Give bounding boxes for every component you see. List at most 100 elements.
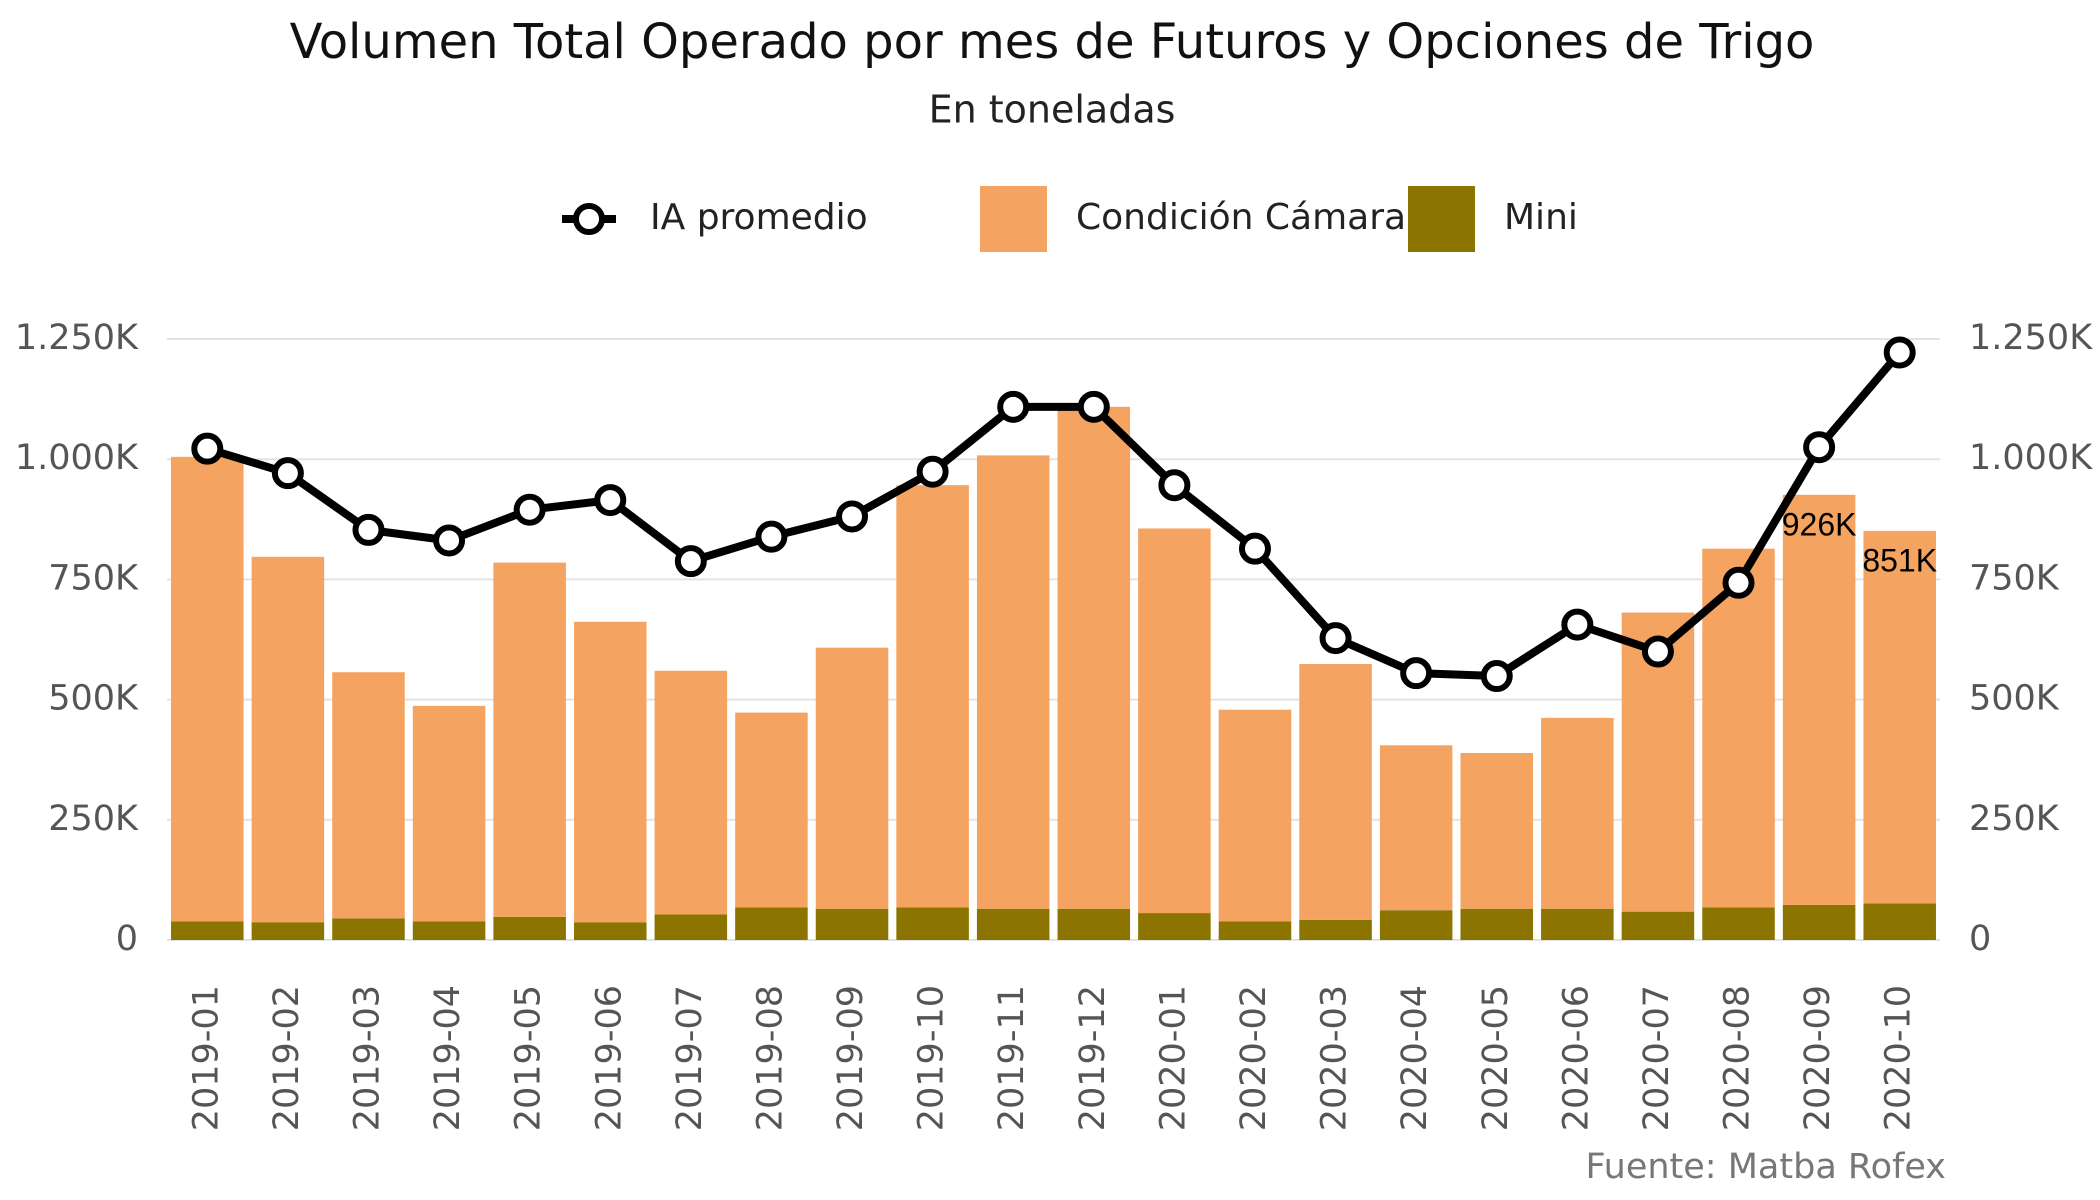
line-point <box>1883 336 1916 369</box>
bar <box>171 921 244 940</box>
legend-marker <box>573 203 605 235</box>
bar <box>976 908 1050 940</box>
bar <box>1138 913 1211 940</box>
bar <box>1379 910 1453 940</box>
y2-tick-label: 0 <box>1969 919 1991 959</box>
bar <box>171 456 244 922</box>
bar <box>1218 709 1292 922</box>
bar <box>1460 752 1534 909</box>
bar <box>251 556 325 923</box>
line-point <box>1561 608 1594 641</box>
bar <box>1057 908 1131 940</box>
legend-swatch <box>980 186 1047 252</box>
bar <box>412 705 486 922</box>
x-tick-label: 2020-05 <box>1476 985 1516 1131</box>
bar <box>493 916 566 940</box>
y2-tick-label: 1.000K <box>1969 438 2093 478</box>
y-tick-label: 500K <box>48 679 139 719</box>
bar <box>896 485 969 908</box>
bar <box>815 908 889 940</box>
bar <box>654 670 728 915</box>
bar <box>573 621 647 923</box>
data-label: 926K <box>1782 506 1857 542</box>
bar <box>1541 717 1614 909</box>
bar <box>1782 904 1856 940</box>
line-point <box>433 524 466 557</box>
line-point <box>1803 431 1836 464</box>
y2-tick-label: 250K <box>1969 799 2060 839</box>
legend-swatch <box>1408 186 1475 252</box>
line-point <box>1400 657 1433 690</box>
line-point <box>674 545 707 578</box>
line-point <box>916 455 949 488</box>
x-tick-label: 2020-02 <box>1234 985 1274 1131</box>
line <box>206 349 1903 681</box>
line-point <box>1722 566 1755 599</box>
x-tick-label: 2019-02 <box>267 985 307 1131</box>
line-point <box>1319 622 1352 655</box>
legend-label: IA promedio <box>650 197 868 238</box>
bar <box>1299 919 1372 940</box>
source: Fuente: Matba Rofex <box>1585 1147 1946 1187</box>
x-tick-label: 2020-01 <box>1153 985 1193 1131</box>
x-tick-label: 2020-10 <box>1879 985 1919 1131</box>
bar <box>1541 908 1614 940</box>
bar <box>251 922 325 940</box>
bar <box>735 712 808 908</box>
y-tick-label: 0 <box>116 919 138 959</box>
legend-label: Mini <box>1504 197 1578 238</box>
bar <box>1782 494 1856 905</box>
x-tick-label: 2020-08 <box>1718 985 1758 1131</box>
x-tick-label: 2020-09 <box>1798 985 1838 1131</box>
bar <box>735 907 808 940</box>
bar <box>493 562 566 917</box>
bar <box>1299 664 1372 920</box>
line-point <box>594 484 627 517</box>
x-tick-label: 2019-07 <box>670 985 710 1131</box>
chart-subtitle: En toneladas <box>929 88 1176 132</box>
x-tick-label: 2020-03 <box>1315 985 1355 1131</box>
x-tick-label: 2019-09 <box>831 985 871 1131</box>
x-tick-label: 2019-01 <box>186 985 226 1131</box>
line-point <box>997 390 1030 423</box>
line-point <box>1641 635 1674 668</box>
x-tick-label: 2020-04 <box>1395 985 1435 1131</box>
y2-tick-label: 500K <box>1969 679 2060 719</box>
x-tick-label: 2019-05 <box>509 985 549 1131</box>
x-tick-label: 2020-06 <box>1556 985 1596 1131</box>
bar <box>654 914 728 940</box>
legend-label: Condición Cámara <box>1076 197 1406 238</box>
bar <box>896 907 969 940</box>
y2-tick-label: 1.250K <box>1969 318 2093 358</box>
x-tick-label: 2019-08 <box>750 985 790 1131</box>
x-tick-label: 2019-10 <box>912 985 952 1131</box>
bar <box>1138 528 1211 914</box>
bar <box>332 672 405 919</box>
line-point <box>352 513 385 546</box>
line-point <box>1238 532 1271 565</box>
line-point <box>191 432 224 465</box>
y-tick-label: 1.250K <box>15 318 139 358</box>
bar <box>332 918 405 940</box>
bar <box>815 647 889 909</box>
y-tick-label: 750K <box>48 558 139 598</box>
bar <box>1379 745 1453 911</box>
y-tick-label: 250K <box>48 799 139 839</box>
bar <box>1863 530 1936 904</box>
bar <box>412 921 486 940</box>
bar <box>1702 907 1775 940</box>
line-point <box>1077 390 1110 423</box>
y2-tick-label: 750K <box>1969 558 2060 598</box>
x-tick-label: 2019-06 <box>589 985 629 1131</box>
chart-title: Volumen Total Operado por mes de Futuros… <box>290 14 1815 70</box>
x-tick-label: 2020-07 <box>1637 985 1677 1131</box>
line-point <box>755 520 788 553</box>
data-label: 851K <box>1862 542 1937 578</box>
bar <box>976 455 1050 909</box>
bar <box>1460 908 1534 940</box>
x-tick-label: 2019-12 <box>1073 985 1113 1131</box>
line-point <box>271 457 304 490</box>
line-point <box>836 500 869 533</box>
bar <box>573 922 647 940</box>
